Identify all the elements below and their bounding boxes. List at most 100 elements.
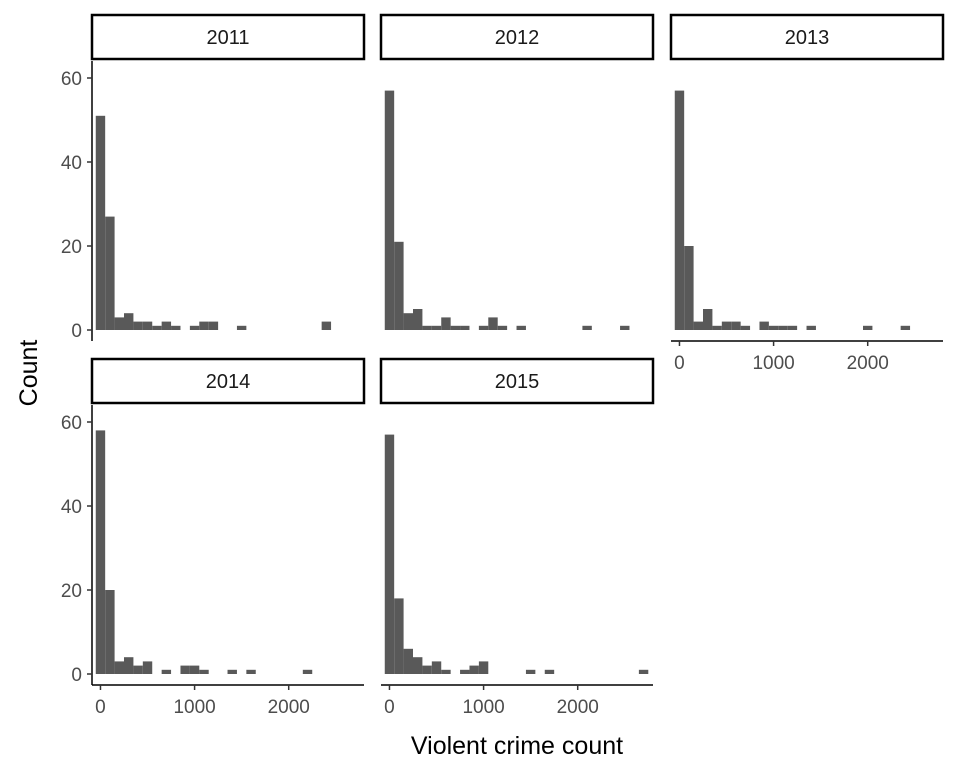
histogram-bar [582,325,592,330]
histogram-bar [674,90,685,330]
histogram-bar [124,657,134,674]
histogram-bar [161,669,172,674]
histogram-bar [142,321,153,330]
y-tick-label: 60 [61,413,82,434]
histogram-bar [478,661,489,674]
histogram-bar [638,669,649,674]
histogram-bar [133,321,143,330]
facet-panel-2014: 2014 0 20 40 60 0 1000 2000 [61,357,366,718]
histogram-bar [525,669,536,674]
histogram-bar [189,665,200,674]
histogram-bar [431,661,442,674]
y-tick-label: 0 [71,665,82,686]
histogram-bar [450,325,461,330]
facet-panel-2011: 2011 0 20 40 60 [61,13,366,342]
histogram-bar [497,325,508,330]
histogram-bar [488,317,498,330]
histogram-bar [620,325,630,330]
histogram-bar [105,216,115,330]
histogram-bar [171,325,181,330]
facet-strip-label: 2014 [206,371,251,393]
facet-panel-2013: 2013 0 1000 2000 [669,13,945,374]
histogram-bar [422,665,432,674]
histogram-bar [114,661,124,674]
histogram-bar [413,309,423,330]
y-tick-label: 20 [61,581,82,602]
histogram-bar [246,669,256,674]
histogram-bar [105,590,115,674]
histogram-bar [460,669,470,674]
facet-panels: 2011 0 20 40 60 2012 2013 0 1000 2000 2014 0 20 40 60 0… [61,13,945,718]
histogram-bar [321,321,332,330]
facet-panel-2012: 2012 [379,13,655,330]
histogram-bar [124,313,134,330]
histogram-bar [759,321,769,330]
histogram-bar [384,434,395,674]
histogram-bar [413,657,423,674]
histogram-bar [403,648,413,674]
histogram-bar [403,313,413,330]
histogram-bar [693,321,703,330]
y-tick-label: 0 [71,321,82,342]
histogram-bar [227,669,237,674]
histogram-bar [199,321,209,330]
histogram-bar [787,325,798,330]
y-tick-label: 40 [61,153,82,174]
facet-strip-2013 [669,13,945,61]
histogram-bar [180,665,190,674]
histogram-bar [133,665,143,674]
histogram-bar [95,115,106,330]
histogram-bar [431,325,442,330]
histogram-bar [768,325,779,330]
histogram-bar [394,241,404,330]
histogram-bar [394,598,404,674]
x-tick-label: 1000 [173,697,215,718]
histogram-bar [712,325,722,330]
histogram-bar [703,309,713,330]
histogram-bar [199,669,209,674]
histogram-bar [778,325,788,330]
histogram-bar [863,325,873,330]
histogram-bar [460,325,470,330]
histogram-bar [684,246,694,330]
facet-strip-2015 [379,357,655,405]
histogram-bar [731,321,741,330]
y-tick-label: 20 [61,237,82,258]
x-tick-label: 1000 [462,697,504,718]
facet-strip-2012 [379,13,655,61]
histogram-bar [114,317,124,330]
x-tick-label: 2000 [268,697,310,718]
y-tick-label: 60 [61,69,82,90]
facet-strip-label: 2013 [785,27,830,49]
histogram-bar [236,325,247,330]
histogram-bar [302,669,313,674]
x-tick-label: 0 [384,697,395,718]
y-tick-label: 40 [61,497,82,518]
x-tick-label: 2000 [557,697,599,718]
histogram-bar [422,325,432,330]
histogram-bar [152,325,162,330]
histogram-bar [142,661,153,674]
x-tick-label: 0 [95,697,106,718]
histogram-bar [806,325,816,330]
histogram-bar [161,321,172,330]
histogram-bar [516,325,526,330]
histogram-bar [478,325,489,330]
x-axis-title: Violent crime count [411,732,623,760]
histogram-bar [441,317,451,330]
x-tick-label: 0 [674,353,685,374]
histogram-bar [544,669,555,674]
histogram-bar [384,90,395,330]
x-tick-label: 1000 [752,353,794,374]
facet-strip-2011 [90,13,366,61]
histogram-bar [441,669,451,674]
facet-strip-label: 2011 [206,27,249,49]
histogram-bar [469,665,479,674]
histogram-bar [208,321,219,330]
facet-strip-label: 2012 [495,27,540,49]
x-tick-label: 2000 [847,353,889,374]
histogram-bar [95,430,106,674]
facet-panel-2015: 2015 0 1000 2000 [379,357,655,718]
y-axis-title: Count [15,340,43,407]
